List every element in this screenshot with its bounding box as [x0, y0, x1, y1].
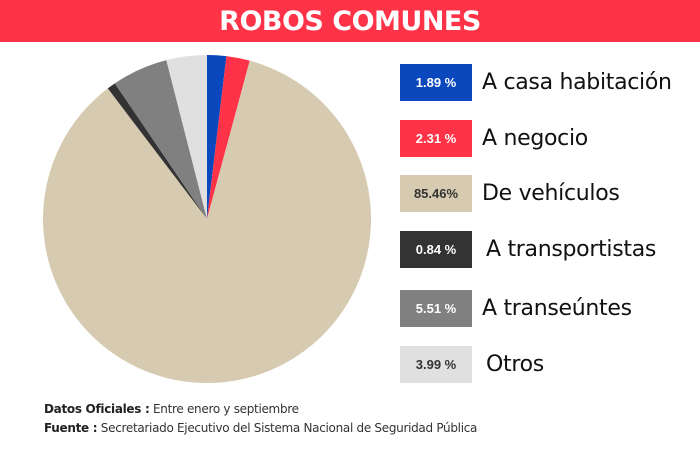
pie-slice: [166, 55, 207, 219]
pie-slice: [107, 83, 207, 219]
legend-swatch: 1.89 %: [400, 64, 472, 101]
legend-label: Otros: [486, 352, 544, 377]
legend-item-casa-habitacion: 1.89 % A casa habitación: [400, 64, 672, 101]
legend-item-transportistas: 0.84 % A transportistas: [400, 231, 656, 268]
legend-swatch: 2.31 %: [400, 120, 472, 157]
legend-label: A casa habitación: [482, 70, 672, 95]
chart-title: ROBOS COMUNES: [219, 5, 481, 37]
legend-label: A negocio: [482, 126, 588, 151]
title-banner: ROBOS COMUNES: [0, 0, 700, 42]
footer-data-period: Datos Oficiales : Entre enero y septiemb…: [44, 402, 299, 416]
legend-swatch: 85.46%: [400, 175, 472, 212]
pie-slice: [114, 60, 207, 219]
pie-slice: [207, 55, 227, 219]
legend-swatch: 5.51 %: [400, 290, 472, 327]
legend-item-transeuntes: 5.51 % A transeúntes: [400, 290, 632, 327]
pie-slice: [207, 56, 250, 219]
legend-label: De vehículos: [482, 181, 620, 206]
legend-label: A transportistas: [486, 237, 657, 262]
footer-notes: Datos Oficiales : Entre enero y septiemb…: [44, 402, 477, 440]
legend-item-otros: 3.99 % Otros: [400, 346, 544, 383]
legend-swatch: 3.99 %: [400, 346, 472, 383]
legend-swatch: 0.84 %: [400, 231, 472, 268]
footer-source: Fuente : Secretariado Ejecutivo del Sist…: [44, 421, 478, 435]
legend-item-negocio: 2.31 % A negocio: [400, 120, 588, 157]
pie-slice: [42, 60, 371, 384]
legend-item-vehiculos: 85.46% De vehículos: [400, 175, 620, 212]
legend-label: A transeúntes: [482, 296, 632, 321]
